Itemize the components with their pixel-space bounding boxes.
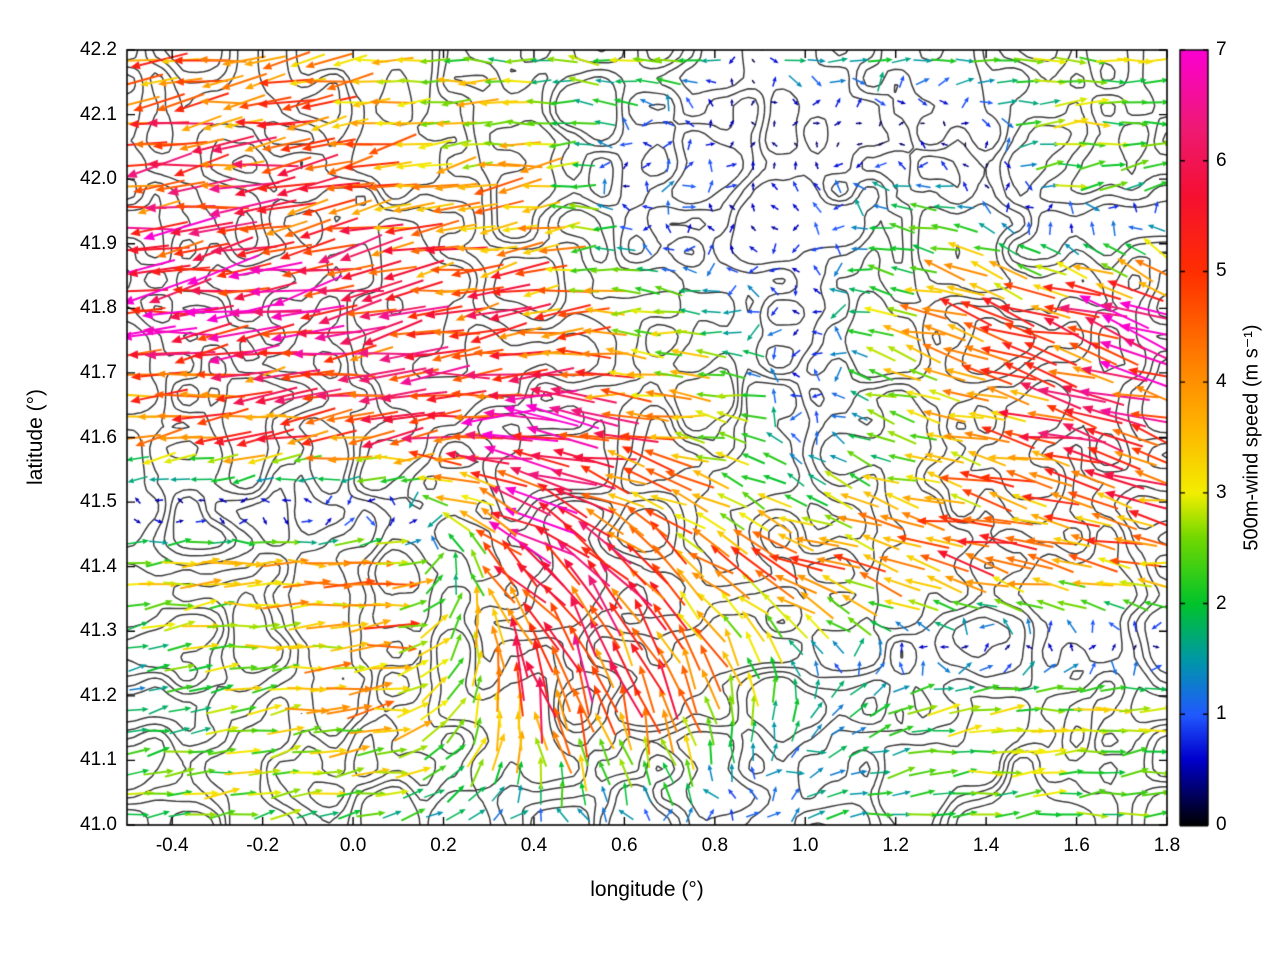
x-tick-label: 1.4	[972, 835, 1000, 856]
x-tick-label: 0.6	[611, 835, 638, 856]
colorbar-tick-label: 7	[1216, 39, 1227, 60]
x-tick-label: 0.0	[339, 835, 367, 856]
x-tick-label: 1.2	[882, 835, 909, 856]
x-tick-label: 1.8	[1153, 835, 1181, 856]
x-tick-label: 1.6	[1063, 835, 1090, 856]
colorbar-tick-label: 2	[1216, 592, 1227, 614]
x-tick-label: 0.8	[701, 835, 729, 856]
colorbar-tick-label: 3	[1216, 481, 1227, 503]
colorbar-label: 500m-wind speed (m s⁻¹)	[1240, 324, 1263, 551]
y-axis-label: latitude (°)	[24, 389, 47, 485]
y-tick-label: 41.3	[80, 620, 117, 642]
colorbar-tick-label: 4	[1216, 371, 1227, 393]
x-tick-label: -0.2	[246, 835, 280, 856]
y-tick-label: 41.4	[80, 555, 117, 577]
y-tick-label: 41.0	[80, 814, 117, 835]
x-tick-label: 0.2	[430, 835, 457, 856]
x-tick-label: -0.4	[155, 835, 189, 856]
y-tick-label: 41.7	[80, 361, 117, 383]
y-tick-label: 41.9	[80, 232, 117, 254]
colorbar-tick-label: 1	[1216, 703, 1227, 725]
colorbar-tick-label: 0	[1216, 814, 1227, 835]
y-tick-label: 42.0	[80, 168, 117, 190]
x-tick-label: 0.4	[520, 835, 548, 856]
y-tick-label: 41.6	[80, 426, 117, 448]
y-tick-label: 41.8	[80, 297, 117, 319]
y-tick-label: 41.5	[80, 491, 117, 513]
colorbar-tick-label: 5	[1216, 260, 1227, 282]
x-axis-label: longitude (°)	[590, 878, 704, 901]
x-tick-label: 1.0	[792, 835, 819, 856]
y-tick-label: 41.1	[80, 749, 117, 771]
y-tick-label: 42.2	[80, 39, 117, 60]
colorbar-tick-label: 6	[1216, 149, 1227, 171]
y-tick-label: 42.1	[80, 103, 117, 125]
y-tick-label: 41.2	[80, 684, 117, 706]
